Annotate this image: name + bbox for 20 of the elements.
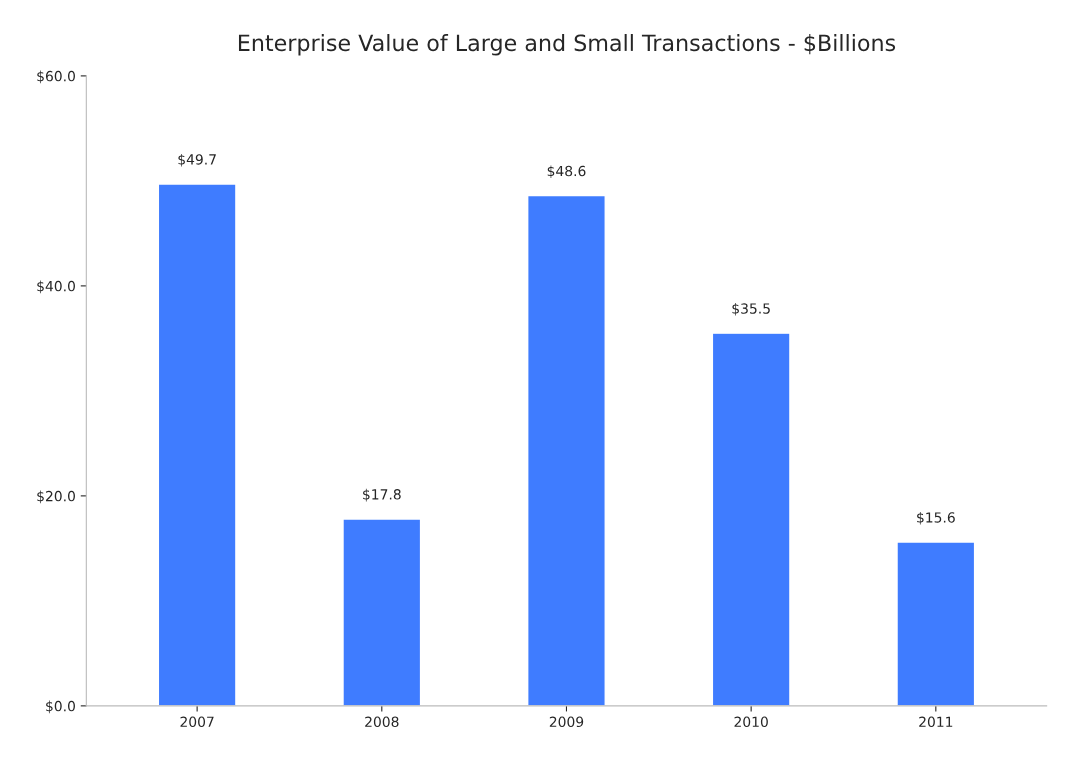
bar [896, 541, 976, 706]
y-tick-label: $20.0 [37, 490, 75, 504]
y-tick-label: $60.0 [37, 70, 75, 84]
bar [711, 332, 791, 706]
x-tick-label: 2010 [734, 716, 768, 728]
x-tick-label: 2009 [549, 716, 584, 728]
y-tick-label: $40.0 [37, 280, 75, 294]
chart-title: Enterprise Value of Large and Small Transactions - $Billions [238, 34, 896, 56]
x-tick-label: 2008 [365, 716, 399, 728]
x-tick-label: 2007 [180, 716, 214, 728]
data-label: $49.7 [178, 153, 216, 167]
bar [526, 194, 606, 706]
data-label: $15.6 [917, 511, 955, 525]
data-label: $17.8 [363, 488, 401, 502]
data-label: $35.5 [732, 303, 770, 316]
data-label: $48.6 [547, 165, 586, 179]
y-tick-label: $0.0 [46, 700, 75, 714]
bar [157, 183, 237, 706]
bar [342, 518, 422, 706]
x-tick-label: 2011 [919, 716, 953, 728]
